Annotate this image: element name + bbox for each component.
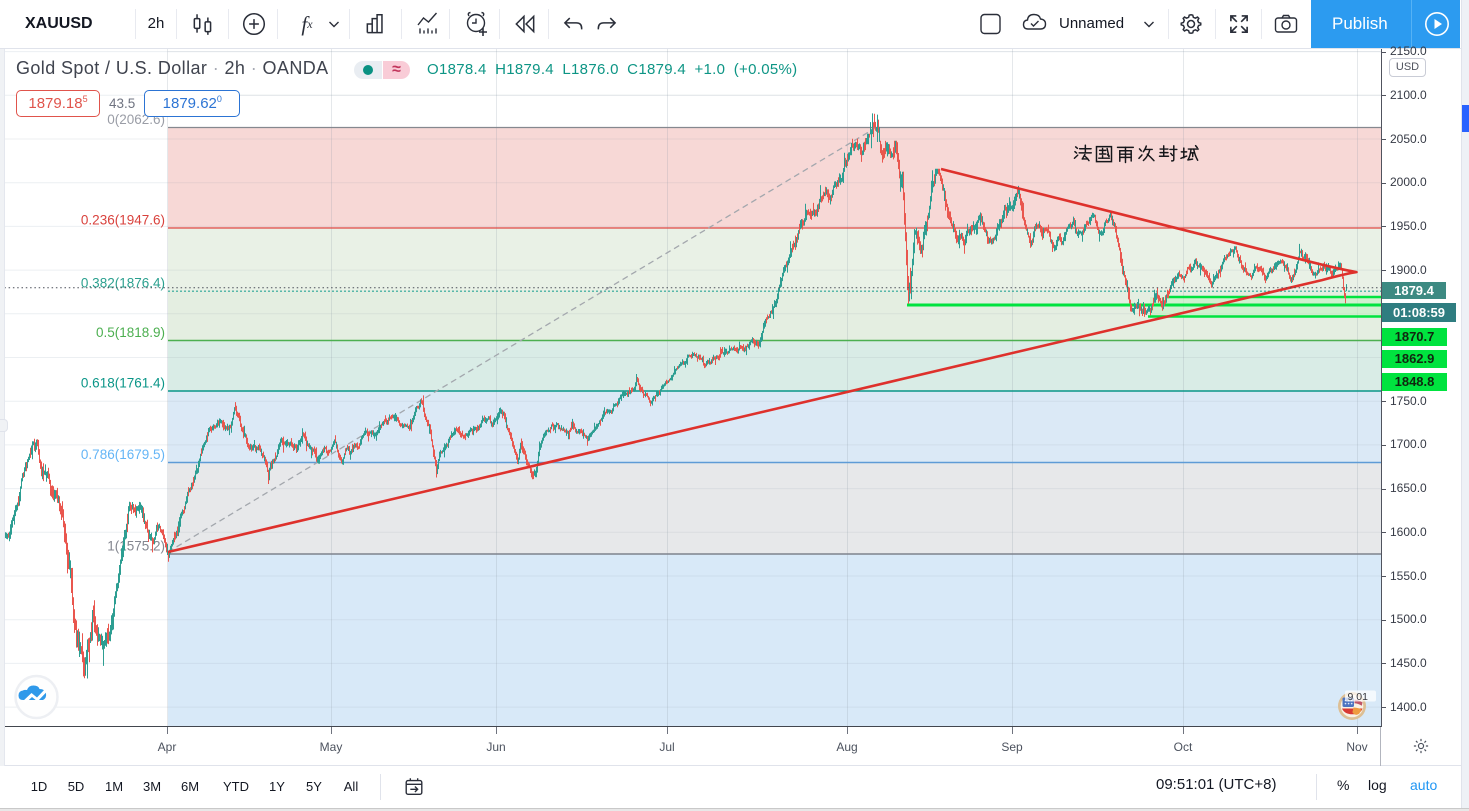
svg-text:0.382(1876.4): 0.382(1876.4) xyxy=(81,276,165,291)
svg-text:9 01: 9 01 xyxy=(1348,691,1369,703)
svg-text:0.786(1679.5): 0.786(1679.5) xyxy=(81,447,165,462)
svg-text:1(1575.2): 1(1575.2) xyxy=(107,539,165,554)
svg-text:0.5(1818.9): 0.5(1818.9) xyxy=(96,325,165,340)
svg-text:0.236(1947.6): 0.236(1947.6) xyxy=(81,213,165,228)
svg-text:0.618(1761.4): 0.618(1761.4) xyxy=(81,376,165,391)
